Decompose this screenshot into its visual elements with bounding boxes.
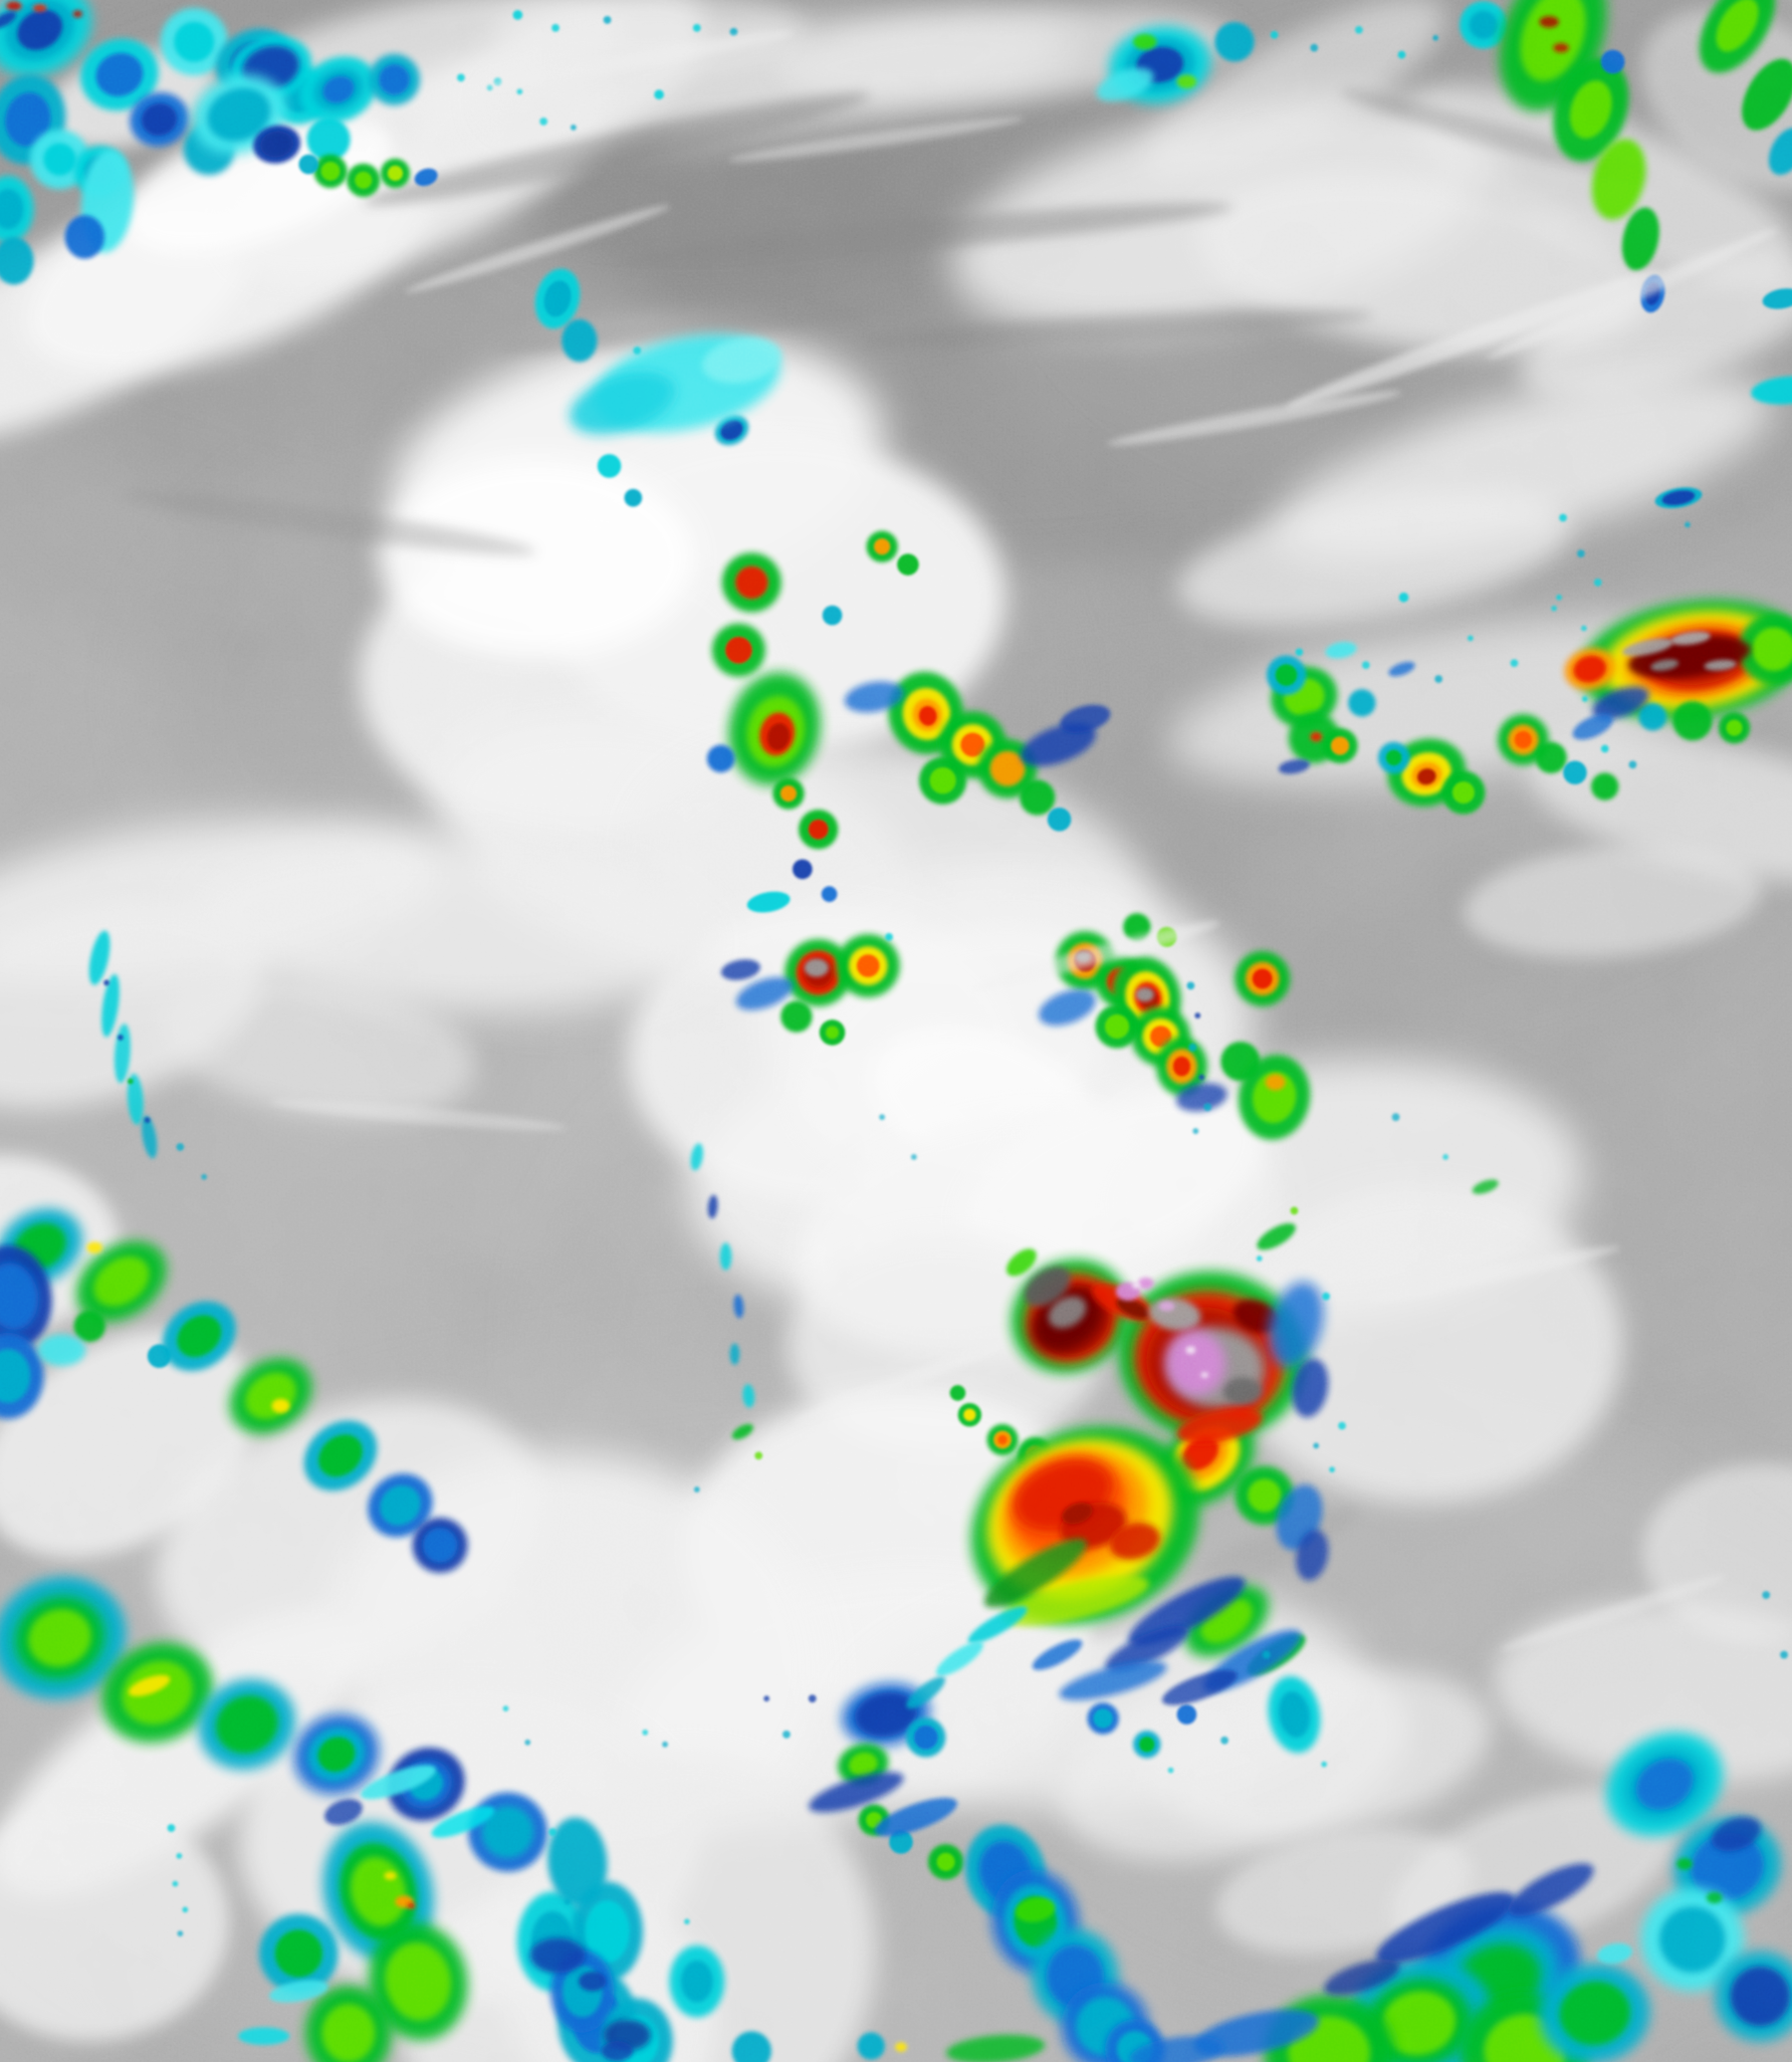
satellite-image-canvas [0,0,1792,2062]
grain-texture-overlay [0,0,1792,2062]
satellite-ir-image [0,0,1792,2062]
